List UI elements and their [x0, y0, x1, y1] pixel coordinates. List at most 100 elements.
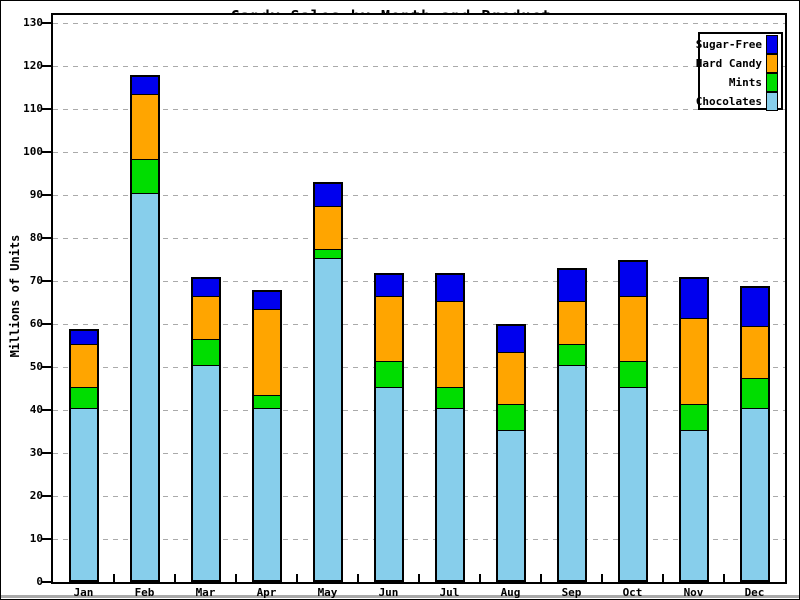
- bar-segment-chocolates: [497, 429, 524, 580]
- y-axis-tick: [41, 538, 51, 540]
- gridline-y-40: [53, 410, 785, 411]
- bar-segment-divider: [558, 342, 585, 345]
- bar-segment-divider: [253, 407, 280, 409]
- x-axis-tick-label: Jul: [439, 586, 460, 599]
- bar-segment-chocolates: [619, 386, 646, 580]
- bar-segment-sugar-free: [619, 261, 646, 297]
- bar-segment-divider: [70, 407, 97, 409]
- bar-segment-sugar-free: [192, 279, 219, 297]
- bar-segment-sugar-free: [375, 274, 402, 297]
- x-axis-tick: [174, 574, 176, 582]
- bar-segment-chocolates: [314, 257, 341, 580]
- x-axis-tick: [479, 574, 481, 582]
- bar-dec: [739, 285, 770, 582]
- bar-segment-divider: [680, 316, 707, 319]
- bar-segment-divider: [741, 325, 768, 328]
- y-axis-tick: [41, 237, 51, 239]
- y-axis-tick-label: 90: [29, 188, 43, 201]
- bar-segment-hard-candy: [680, 317, 707, 404]
- y-axis-tick-label: 40: [29, 403, 43, 416]
- bar-segment-mints: [70, 386, 97, 408]
- legend-item-sugar-free: Sugar-Free: [696, 35, 778, 54]
- legend-label: Chocolates: [695, 95, 762, 108]
- bar-segment-mints: [375, 360, 402, 387]
- bar-segment-divider: [619, 385, 646, 388]
- bar-segment-hard-candy: [375, 296, 402, 361]
- bar-segment-divider: [131, 157, 158, 160]
- bar-segment-chocolates: [680, 429, 707, 580]
- bar-segment-mints: [680, 403, 707, 430]
- bar-segment-divider: [497, 402, 524, 405]
- bar-segment-chocolates: [70, 408, 97, 580]
- y-axis-tick: [41, 366, 51, 368]
- legend-swatch: [766, 35, 778, 54]
- x-axis-tick: [662, 574, 664, 582]
- bar-segment-hard-candy: [497, 352, 524, 404]
- x-axis-tick-label: Oct: [622, 586, 643, 599]
- bar-segment-hard-candy: [131, 94, 158, 159]
- bar-segment-divider: [131, 93, 158, 96]
- bar-segment-sugar-free: [314, 184, 341, 206]
- bar-aug: [495, 324, 526, 582]
- bar-segment-divider: [619, 359, 646, 362]
- bar-segment-divider: [497, 351, 524, 354]
- bar-segment-divider: [680, 402, 707, 405]
- bar-segment-sugar-free: [741, 287, 768, 327]
- legend-item-mints: Mints: [700, 73, 778, 92]
- bar-segment-hard-candy: [253, 309, 280, 396]
- bar-segment-sugar-free: [558, 270, 585, 301]
- x-axis-tick: [601, 574, 603, 582]
- bar-segment-chocolates: [253, 408, 280, 580]
- bar-segment-divider: [314, 256, 341, 259]
- bar-segment-divider: [619, 295, 646, 298]
- bar-segment-mints: [497, 403, 524, 430]
- bar-segment-hard-candy: [70, 343, 97, 387]
- y-axis-tick: [41, 581, 51, 583]
- bar-segment-chocolates: [375, 386, 402, 580]
- bar-segment-hard-candy: [436, 300, 463, 387]
- bar-segment-divider: [70, 385, 97, 388]
- y-axis-tick: [41, 194, 51, 196]
- y-axis-tick-label: 120: [23, 59, 43, 72]
- legend-label: Hard Candy: [695, 57, 762, 70]
- bar-segment-sugar-free: [680, 279, 707, 318]
- bar-jul: [434, 272, 465, 582]
- bar-segment-hard-candy: [558, 300, 585, 344]
- x-axis-tick-label: Feb: [134, 586, 155, 599]
- bar-mar: [190, 277, 221, 582]
- plot-area: [51, 13, 787, 584]
- y-axis-tick: [41, 151, 51, 153]
- bar-segment-mints: [314, 248, 341, 258]
- x-axis-tick-label: Aug: [500, 586, 521, 599]
- gridline-y-100: [53, 152, 785, 153]
- gridline-y-110: [53, 109, 785, 110]
- bar-segment-divider: [314, 204, 341, 207]
- y-axis-tick: [41, 495, 51, 497]
- bar-segment-mints: [192, 339, 219, 365]
- y-axis-tick-label: 10: [29, 532, 43, 545]
- bar-segment-divider: [314, 247, 341, 250]
- bar-segment-sugar-free: [497, 326, 524, 353]
- y-axis-tick-label: 100: [23, 145, 43, 158]
- y-axis-tick: [41, 22, 51, 24]
- bar-segment-divider: [436, 385, 463, 388]
- bar-segment-divider: [70, 342, 97, 345]
- y-axis-tick: [41, 280, 51, 282]
- bar-segment-hard-candy: [192, 296, 219, 340]
- bar-segment-divider: [436, 407, 463, 409]
- legend-swatch: [766, 54, 778, 73]
- bar-segment-chocolates: [131, 193, 158, 580]
- x-axis-tick: [113, 574, 115, 582]
- x-axis-tick-label: May: [317, 586, 338, 599]
- bar-segment-divider: [253, 308, 280, 311]
- bar-jun: [373, 272, 404, 582]
- bar-segment-divider: [375, 295, 402, 298]
- bar-segment-divider: [558, 299, 585, 302]
- x-axis-tick: [418, 574, 420, 582]
- bar-segment-divider: [253, 394, 280, 397]
- y-axis-tick: [41, 65, 51, 67]
- y-axis-tick-label: 20: [29, 489, 43, 502]
- legend-item-chocolates: Chocolates: [696, 92, 778, 111]
- bar-oct: [617, 259, 648, 582]
- gridline-y-120: [53, 66, 785, 67]
